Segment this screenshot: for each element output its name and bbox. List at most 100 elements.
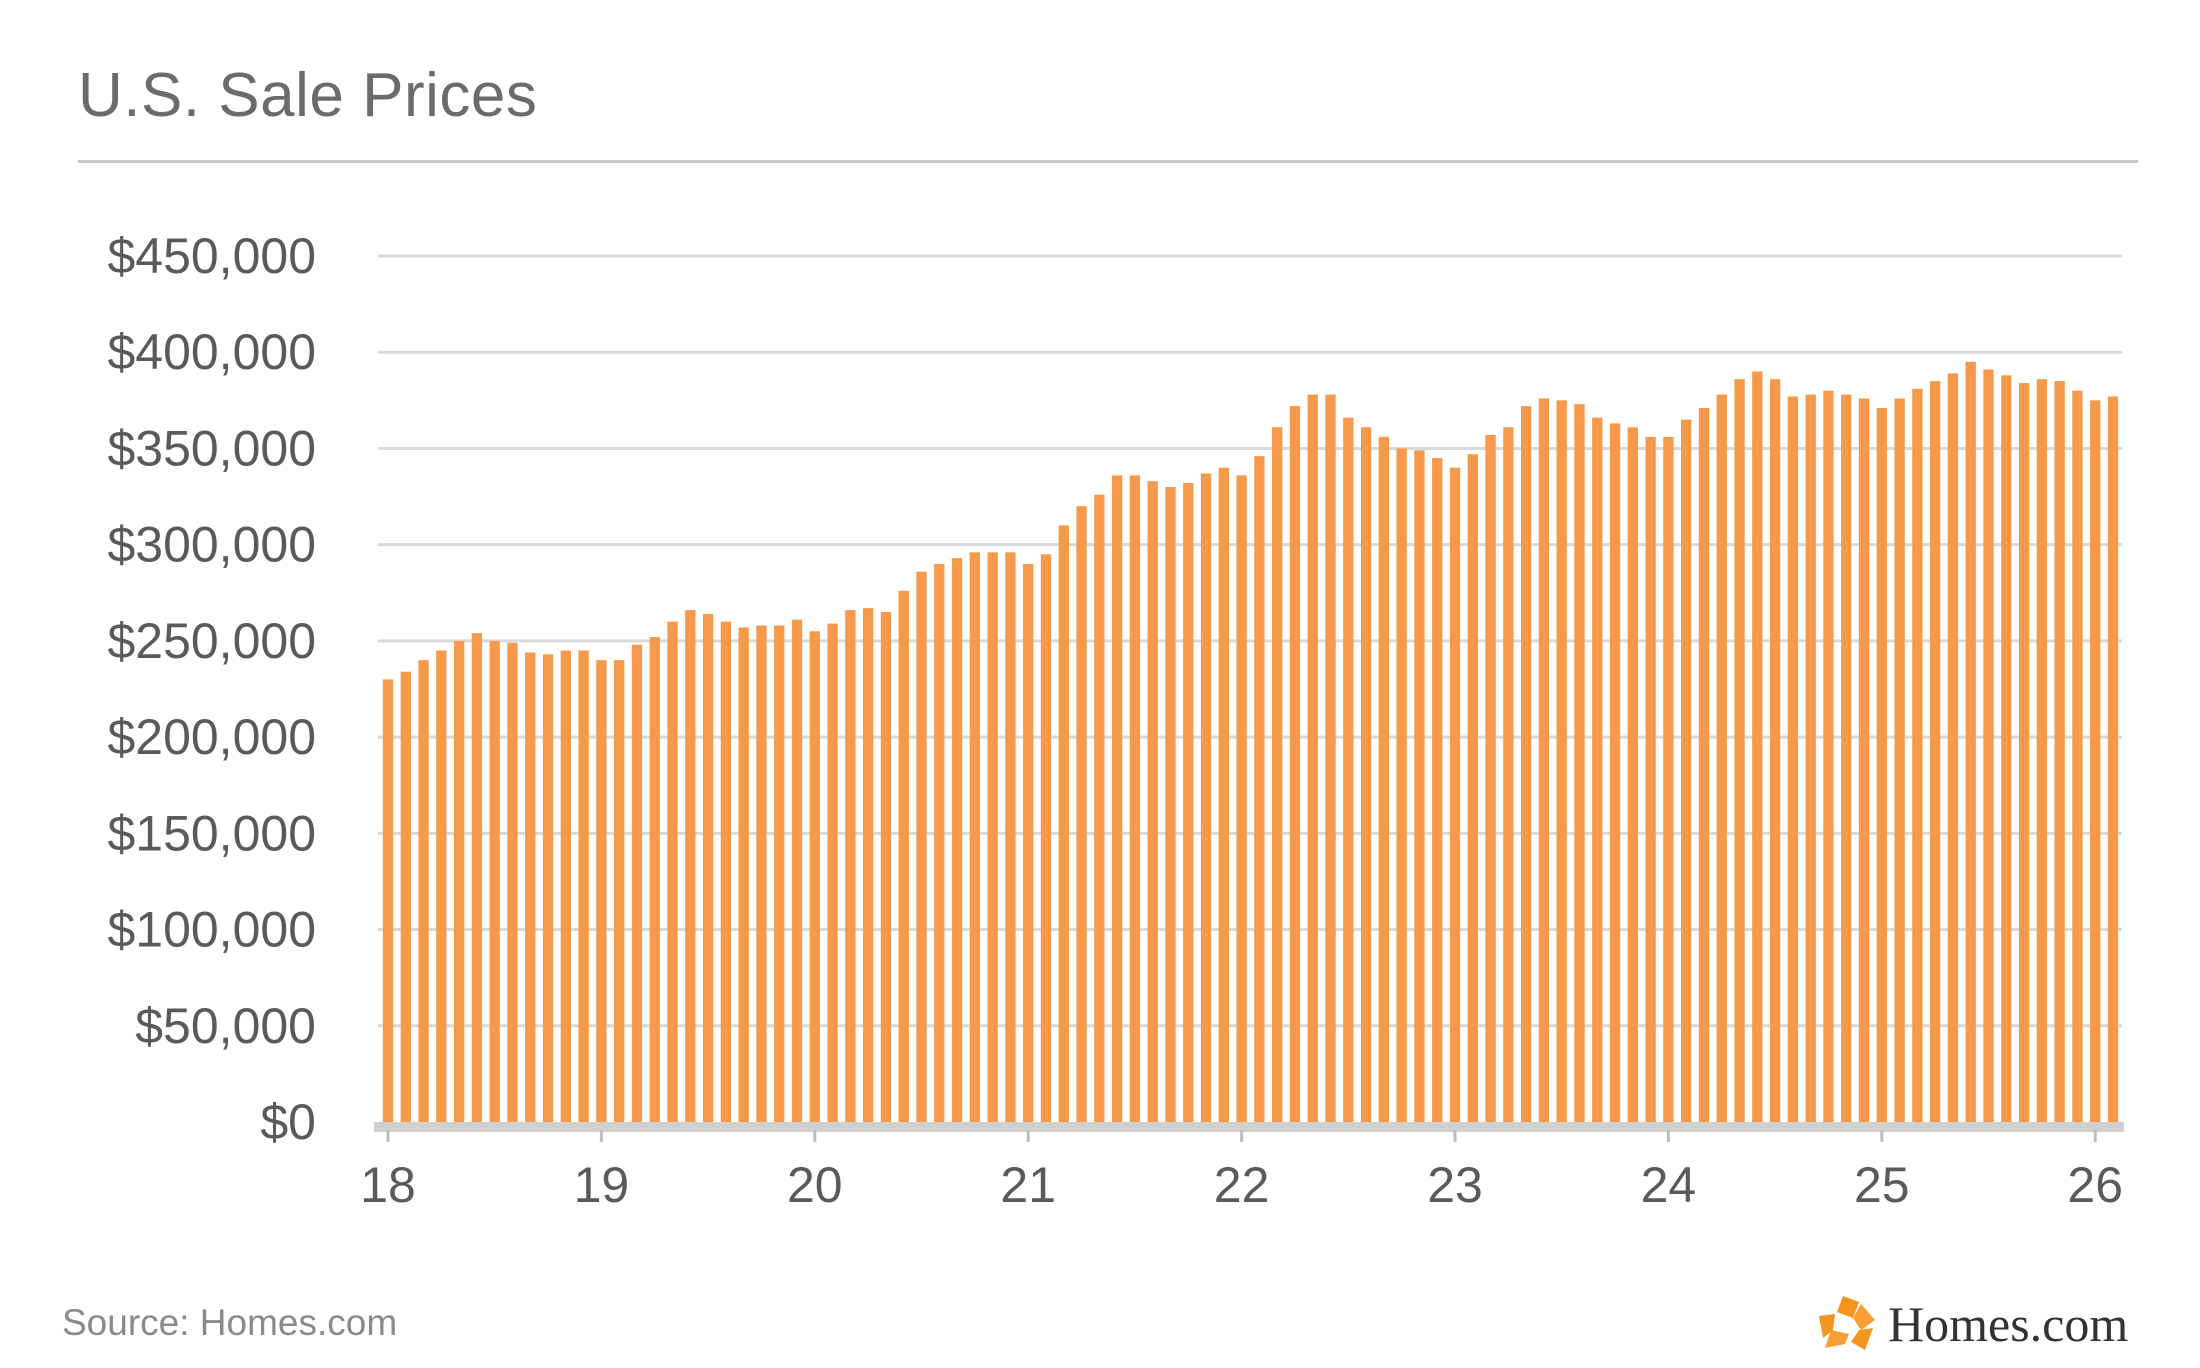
x-tick-label: 21 <box>1000 1157 1056 1213</box>
y-tick-label: $200,000 <box>107 709 316 765</box>
bar <box>1663 436 1674 1122</box>
bar <box>2072 390 2083 1122</box>
bar <box>1467 454 1478 1122</box>
x-tick-label: 20 <box>787 1157 843 1213</box>
y-tick-label: $0 <box>260 1094 316 1150</box>
bar <box>756 625 767 1122</box>
bar <box>987 552 998 1122</box>
x-axis-tick-labels: 18 19 20 21 22 23 24 25 26 <box>360 1157 2123 1213</box>
bar <box>1858 398 1870 1122</box>
bar <box>525 652 536 1122</box>
brand-name: Homes.com <box>1888 1296 2129 1352</box>
bar <box>1716 394 1727 1122</box>
x-tick-label: 25 <box>1854 1157 1910 1213</box>
bar <box>1592 417 1603 1122</box>
bar <box>1005 552 1016 1122</box>
bar <box>1609 423 1621 1123</box>
bar <box>1805 394 1816 1122</box>
bar <box>702 613 714 1122</box>
bar <box>667 621 678 1122</box>
source-note: Source: Homes.com <box>62 1302 398 1343</box>
bar <box>2107 396 2119 1122</box>
x-tick-label: 23 <box>1427 1157 1483 1213</box>
bars <box>382 361 2119 1123</box>
bar <box>738 627 749 1122</box>
bar <box>1485 434 1496 1122</box>
bar <box>1432 458 1443 1123</box>
bar <box>542 654 554 1122</box>
bar <box>1236 475 1247 1122</box>
bar <box>1769 379 1781 1123</box>
bar <box>1912 388 1923 1123</box>
bar <box>1218 467 1229 1122</box>
bar <box>1449 467 1461 1122</box>
bar <box>1040 554 1052 1122</box>
bar <box>1841 394 1852 1122</box>
bar <box>1378 436 1390 1122</box>
bar <box>1947 373 1959 1122</box>
y-tick-label: $50,000 <box>135 998 316 1054</box>
y-tick-label: $400,000 <box>107 324 316 380</box>
bar <box>1787 396 1799 1122</box>
bar <box>1183 483 1194 1122</box>
bar <box>2036 379 2048 1123</box>
bar <box>916 571 927 1122</box>
bar <box>720 621 732 1122</box>
y-tick-label: $100,000 <box>107 902 316 958</box>
bar <box>1645 436 1656 1122</box>
x-tick-label: 22 <box>1214 1157 1270 1213</box>
bar <box>1023 563 1034 1122</box>
bar <box>560 650 571 1122</box>
bar <box>1111 475 1123 1122</box>
bar <box>774 625 785 1122</box>
bar <box>382 679 394 1122</box>
chart-title: U.S. Sale Prices <box>78 61 538 130</box>
bar <box>1200 473 1212 1122</box>
bar <box>1734 379 1745 1123</box>
bar <box>845 610 856 1122</box>
bar <box>809 631 820 1122</box>
bar <box>631 644 643 1122</box>
bar <box>1254 456 1265 1122</box>
bar <box>2001 375 2012 1122</box>
x-tick-label: 18 <box>360 1157 416 1213</box>
y-tick-label: $450,000 <box>107 228 316 284</box>
bar <box>1360 427 1372 1123</box>
bar <box>1752 371 1763 1122</box>
bar <box>1325 394 1336 1122</box>
bar <box>2090 400 2101 1122</box>
bar <box>418 660 429 1122</box>
bar <box>1076 506 1087 1123</box>
y-tick-label: $350,000 <box>107 420 316 476</box>
bar <box>1396 448 1407 1122</box>
bar <box>2018 383 2030 1123</box>
bar <box>1698 408 1710 1122</box>
bar <box>685 610 696 1122</box>
bar <box>436 650 447 1122</box>
bar <box>489 640 500 1122</box>
bar <box>1165 486 1176 1122</box>
bar <box>1272 427 1283 1123</box>
bar <box>400 671 411 1122</box>
bar <box>880 612 892 1122</box>
bar <box>596 660 607 1122</box>
brand-logo[interactable]: Homes.com <box>1816 1288 2128 1360</box>
x-axis-line <box>374 1122 2124 1132</box>
bar <box>1094 494 1105 1122</box>
bar <box>471 633 483 1122</box>
bar <box>614 660 625 1122</box>
homes-com-logo-icon <box>1819 1296 1875 1350</box>
bar <box>1681 419 1692 1123</box>
bar <box>1503 427 1514 1123</box>
title-divider <box>78 160 2138 163</box>
bar <box>1574 404 1585 1122</box>
bar <box>1983 369 1994 1122</box>
y-tick-label: $300,000 <box>107 517 316 573</box>
bar <box>1894 398 1905 1122</box>
y-tick-label: $150,000 <box>107 805 316 861</box>
x-axis <box>374 1122 2124 1142</box>
bar <box>2054 381 2065 1123</box>
bar <box>791 619 803 1122</box>
bar <box>453 640 465 1122</box>
x-tick-label: 19 <box>574 1157 630 1213</box>
